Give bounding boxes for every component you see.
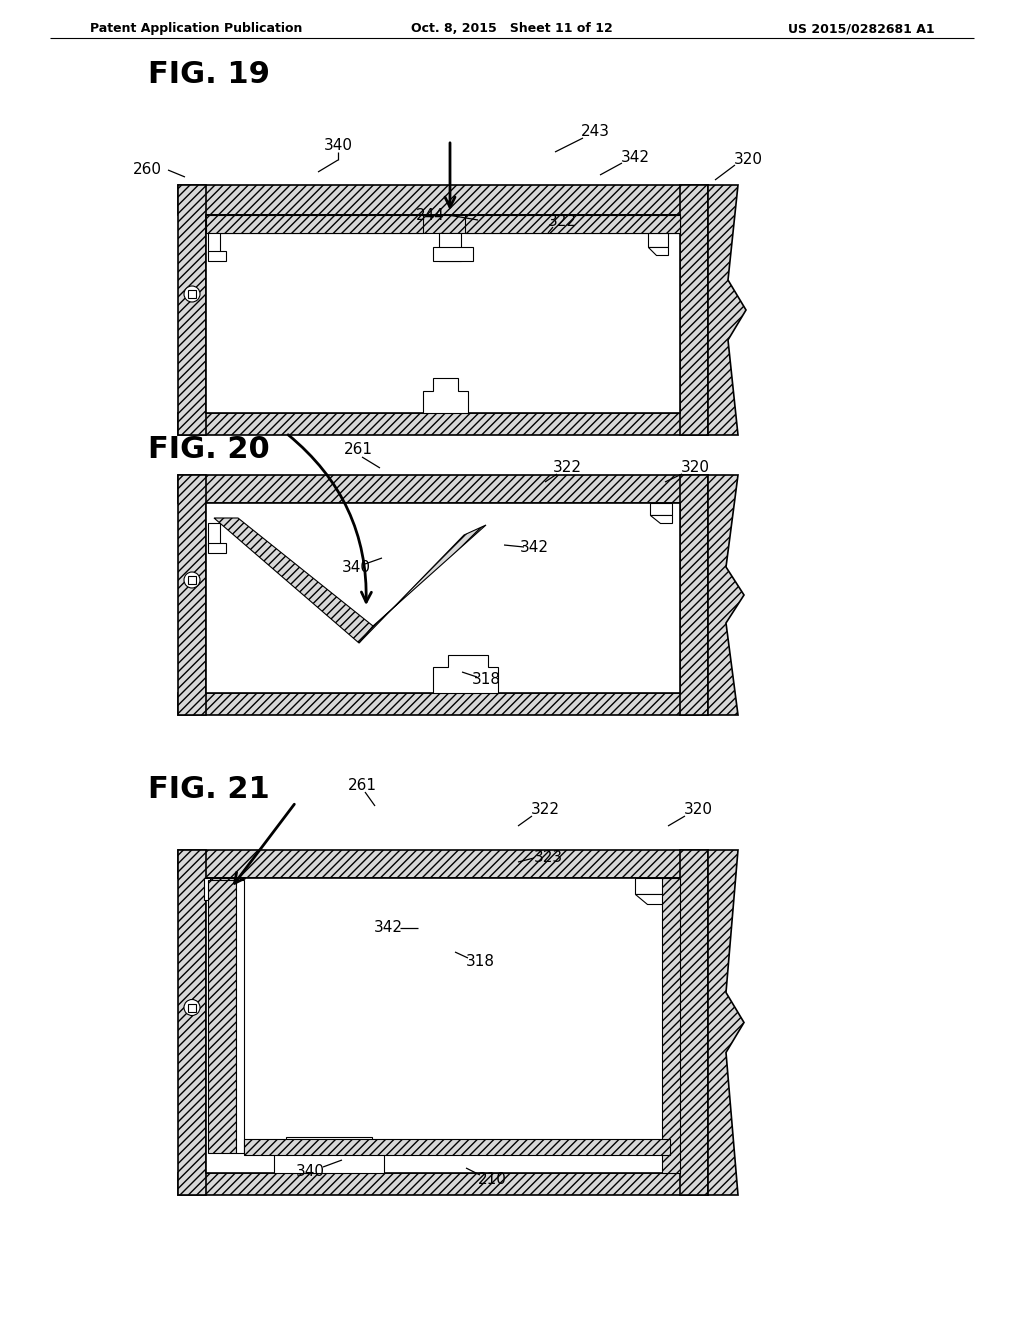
Polygon shape [204,878,240,900]
Text: 342: 342 [519,540,549,554]
Polygon shape [236,880,244,1152]
Polygon shape [206,215,680,234]
Text: 322: 322 [548,214,577,230]
Text: 320: 320 [681,461,710,475]
Polygon shape [178,185,206,436]
Polygon shape [208,251,226,261]
Text: 340: 340 [341,561,371,576]
Text: 320: 320 [733,153,763,168]
Polygon shape [680,850,708,1195]
Polygon shape [178,693,708,715]
Circle shape [184,286,200,302]
Text: Patent Application Publication: Patent Application Publication [90,22,302,36]
Polygon shape [206,878,680,1173]
Polygon shape [178,1173,708,1195]
Polygon shape [206,215,423,234]
Polygon shape [433,655,498,693]
Polygon shape [465,215,680,234]
Polygon shape [439,234,461,261]
Text: FIG. 19: FIG. 19 [148,59,270,88]
Polygon shape [635,894,670,904]
Polygon shape [208,880,236,1152]
Polygon shape [635,878,670,894]
Polygon shape [650,503,672,515]
Polygon shape [206,215,680,413]
Polygon shape [662,878,680,1173]
Circle shape [184,572,200,587]
Circle shape [184,999,200,1015]
Polygon shape [650,515,672,523]
Polygon shape [708,475,744,715]
Text: Oct. 8, 2015   Sheet 11 of 12: Oct. 8, 2015 Sheet 11 of 12 [411,22,613,36]
Polygon shape [214,517,373,643]
Polygon shape [244,1139,670,1155]
Polygon shape [680,475,708,715]
Text: 342: 342 [374,920,402,936]
Text: 322: 322 [553,461,582,475]
Text: 320: 320 [683,803,713,817]
Polygon shape [178,413,708,436]
Polygon shape [210,878,234,900]
Polygon shape [433,247,473,261]
Polygon shape [648,247,668,255]
Text: 340: 340 [324,137,352,153]
Polygon shape [188,576,196,583]
Text: 323: 323 [534,850,562,866]
Text: 322: 322 [530,803,559,817]
Text: 340: 340 [296,1164,325,1180]
Polygon shape [208,523,220,545]
Polygon shape [708,850,744,1195]
Polygon shape [680,185,708,436]
Polygon shape [178,475,708,503]
Text: 261: 261 [343,442,373,458]
Polygon shape [178,850,708,878]
Text: 261: 261 [347,777,377,792]
Polygon shape [208,543,226,553]
Polygon shape [648,234,668,247]
Polygon shape [423,378,468,413]
Polygon shape [359,525,486,643]
Text: 318: 318 [471,672,501,688]
Text: 318: 318 [466,954,495,969]
Polygon shape [178,850,206,1195]
Text: 342: 342 [621,150,649,165]
Text: 210: 210 [477,1172,507,1188]
Text: 260: 260 [133,162,162,177]
Polygon shape [708,185,746,436]
Polygon shape [208,224,220,253]
Polygon shape [274,1137,384,1173]
Text: US 2015/0282681 A1: US 2015/0282681 A1 [788,22,935,36]
Polygon shape [206,503,680,693]
Polygon shape [178,185,708,215]
Text: 243: 243 [581,124,609,140]
Polygon shape [188,290,196,298]
Text: FIG. 21: FIG. 21 [148,775,269,804]
Polygon shape [188,1003,196,1011]
Text: 244: 244 [416,207,444,223]
Polygon shape [178,475,206,715]
Text: FIG. 20: FIG. 20 [148,436,269,465]
